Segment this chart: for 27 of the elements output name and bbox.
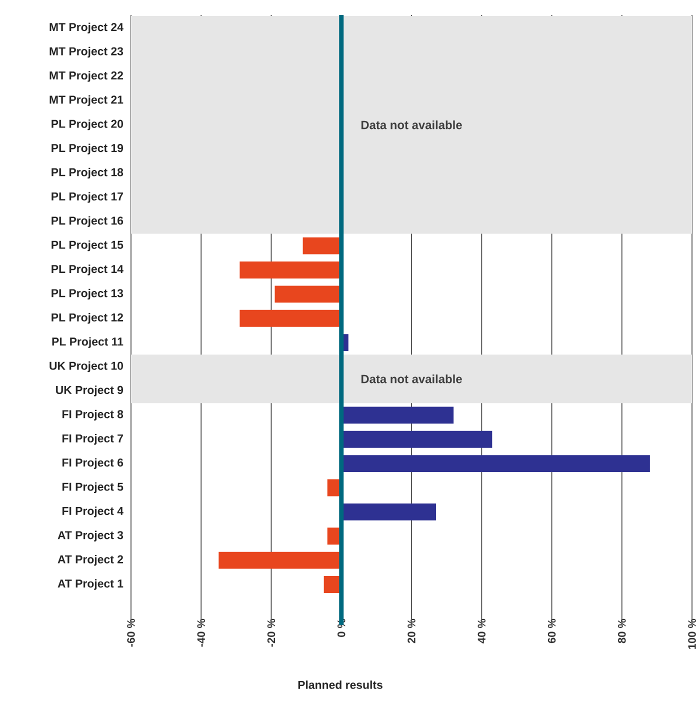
y-tick-label: PL Project 18 bbox=[52, 168, 124, 179]
band-label: Data not available bbox=[361, 374, 462, 384]
band-label: Data not available bbox=[361, 120, 462, 130]
y-tick-label: UK Project 9 bbox=[56, 386, 124, 396]
y-tick-label: MT Project 22 bbox=[50, 71, 124, 82]
y-tick-label: AT Project 3 bbox=[58, 530, 124, 542]
y-tick-label: PL Project 20 bbox=[52, 120, 124, 130]
y-tick-label: FI Project 7 bbox=[62, 434, 123, 445]
y-tick-label: PL Project 13 bbox=[52, 288, 124, 300]
y-tick-label: MT Project 21 bbox=[50, 95, 124, 106]
y-tick-label: AT Project 1 bbox=[58, 579, 124, 590]
y-tick-label: AT Project 2 bbox=[58, 554, 124, 566]
y-tick-label: FI Project 5 bbox=[62, 482, 124, 494]
y-tick-label: PL Project 12 bbox=[52, 313, 124, 324]
y-tick-label: PL Project 14 bbox=[52, 264, 124, 276]
x-axis-title: Planned results bbox=[298, 680, 382, 689]
y-tick-label: FI Project 4 bbox=[62, 506, 124, 518]
y-tick-label: PL Project 11 bbox=[52, 337, 124, 348]
y-tick-label: PL Project 19 bbox=[52, 144, 124, 154]
y-tick-label: PL Project 17 bbox=[52, 192, 123, 203]
y-tick-label: MT Project 23 bbox=[50, 46, 124, 58]
y-tick-label: PL Project 15 bbox=[52, 240, 124, 252]
y-tick-label: PL Project 16 bbox=[52, 216, 124, 227]
y-tick-label: MT Project 24 bbox=[50, 22, 124, 34]
y-tick-label: FI Project 8 bbox=[62, 410, 124, 420]
y-tick-label: UK Project 10 bbox=[50, 361, 123, 372]
y-tick-label: FI Project 6 bbox=[62, 458, 124, 469]
